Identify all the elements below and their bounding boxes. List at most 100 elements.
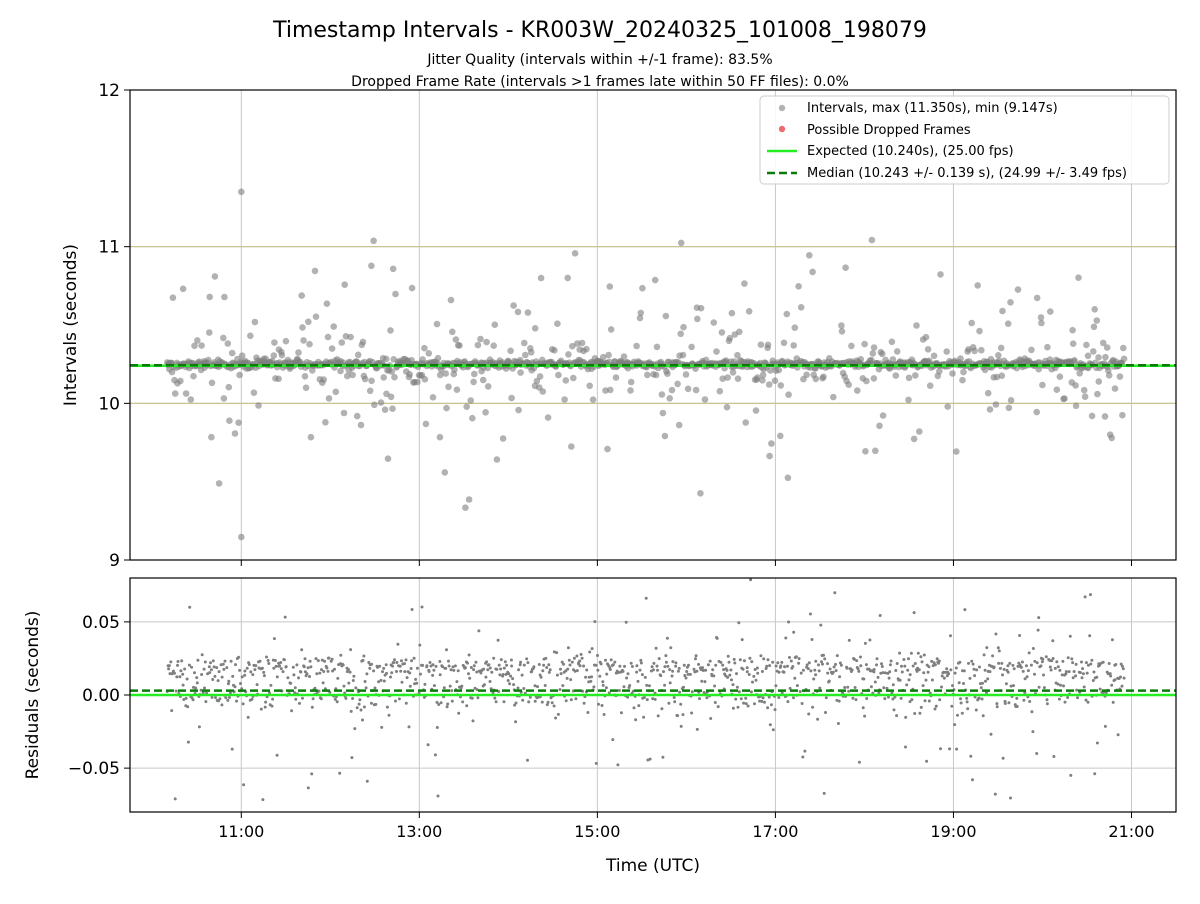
residual-point [486, 668, 489, 671]
residual-point [1027, 669, 1030, 672]
interval-point [180, 286, 187, 293]
interval-point [194, 337, 201, 344]
residual-point [576, 669, 579, 672]
interval-point [308, 434, 315, 441]
interval-point [772, 377, 779, 384]
residual-point [409, 685, 412, 688]
residual-point [586, 711, 589, 714]
residual-point [767, 658, 770, 661]
residual-point [415, 682, 418, 685]
residual-point [797, 662, 800, 665]
interval-point [305, 319, 312, 326]
residual-point [467, 672, 470, 675]
residual-point [468, 654, 471, 657]
interval-point [987, 406, 994, 413]
residual-point [512, 683, 515, 686]
residual-point [631, 665, 634, 668]
residual-point [235, 700, 238, 703]
interval-point [889, 339, 896, 346]
residual-point [990, 733, 993, 736]
residual-point [798, 657, 801, 660]
residual-point [559, 688, 562, 691]
residual-point [919, 655, 922, 658]
residual-point [246, 667, 249, 670]
residual-point [547, 701, 550, 704]
residual-point [881, 665, 884, 668]
residual-point [421, 664, 424, 667]
residual-point [187, 741, 190, 744]
residual-point [807, 713, 810, 716]
residual-point [991, 654, 994, 657]
residual-point [476, 696, 479, 699]
residual-point [423, 683, 426, 686]
interval-point [1117, 373, 1124, 380]
residual-point [211, 678, 214, 681]
interval-point [912, 372, 919, 379]
residual-point [665, 661, 668, 664]
residual-point [1009, 797, 1012, 800]
residual-point [175, 690, 178, 693]
residual-point [905, 683, 908, 686]
interval-point [371, 402, 378, 409]
interval-point [968, 320, 975, 327]
residual-point [644, 676, 647, 679]
residual-point [179, 669, 182, 672]
residual-point [461, 700, 464, 703]
interval-point [555, 372, 562, 379]
residual-point [279, 661, 282, 664]
interval-point [522, 352, 529, 359]
residual-point [483, 683, 486, 686]
residual-point [1003, 668, 1006, 671]
residual-point [1049, 666, 1052, 669]
interval-point [838, 322, 845, 329]
interval-point [302, 373, 309, 380]
residual-point [768, 664, 771, 667]
residual-point [760, 700, 763, 703]
residual-point [390, 671, 393, 674]
residual-point [983, 653, 986, 656]
residual-point [1093, 671, 1096, 674]
residual-point [683, 664, 686, 667]
interval-point [1075, 274, 1082, 281]
residual-point [876, 657, 879, 660]
residual-point [231, 748, 234, 751]
residual-point [835, 669, 838, 672]
interval-point [766, 453, 773, 460]
interval-point [957, 355, 964, 362]
interval-point [590, 396, 597, 403]
residual-point [532, 665, 535, 668]
residual-point [380, 726, 383, 729]
interval-point [654, 344, 661, 351]
residual-point [185, 697, 188, 700]
residual-point [225, 666, 228, 669]
residual-point [994, 793, 997, 796]
residual-point [358, 703, 361, 706]
interval-point [300, 337, 307, 344]
residual-point [388, 714, 391, 717]
residual-point [547, 663, 550, 666]
residual-point [265, 656, 268, 659]
residual-point [408, 725, 411, 728]
residual-point [859, 664, 862, 667]
interval-point [1095, 354, 1102, 361]
residual-point [263, 674, 266, 677]
residual-point [519, 663, 522, 666]
interval-point [1038, 320, 1045, 327]
residual-point [259, 660, 262, 663]
residual-point [875, 663, 878, 666]
residual-point [712, 674, 715, 677]
interval-point [931, 353, 938, 360]
chart-subtitle-dropped: Dropped Frame Rate (intervals >1 frames … [351, 74, 849, 90]
residual-point [396, 643, 399, 646]
residual-point [1037, 629, 1040, 632]
residual-point [1037, 616, 1040, 619]
residual-point [1021, 661, 1024, 664]
residual-point [168, 664, 171, 667]
residual-point [385, 663, 388, 666]
residual-point [714, 701, 717, 704]
residual-point [751, 681, 754, 684]
interval-point [221, 395, 228, 402]
interval-point [312, 268, 319, 275]
residual-point [186, 678, 189, 681]
